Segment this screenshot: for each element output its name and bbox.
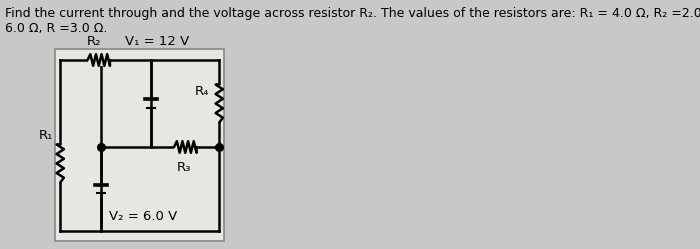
Bar — [56, 144, 64, 183]
Text: R₂: R₂ — [87, 35, 101, 48]
Bar — [174, 141, 197, 153]
Text: V₂ = 6.0 V: V₂ = 6.0 V — [109, 210, 178, 223]
Text: R₃: R₃ — [176, 161, 191, 174]
Bar — [55, 49, 224, 241]
Text: Find the current through and the voltage across resistor R₂. The values of the r: Find the current through and the voltage… — [5, 7, 700, 20]
Text: R₄: R₄ — [195, 85, 209, 98]
Bar — [215, 84, 223, 123]
Text: 6.0 Ω, R =3.0 Ω.: 6.0 Ω, R =3.0 Ω. — [5, 22, 107, 35]
Text: V₁ = 12 V: V₁ = 12 V — [125, 35, 189, 48]
Bar — [88, 54, 110, 66]
Text: R₁: R₁ — [39, 129, 53, 142]
